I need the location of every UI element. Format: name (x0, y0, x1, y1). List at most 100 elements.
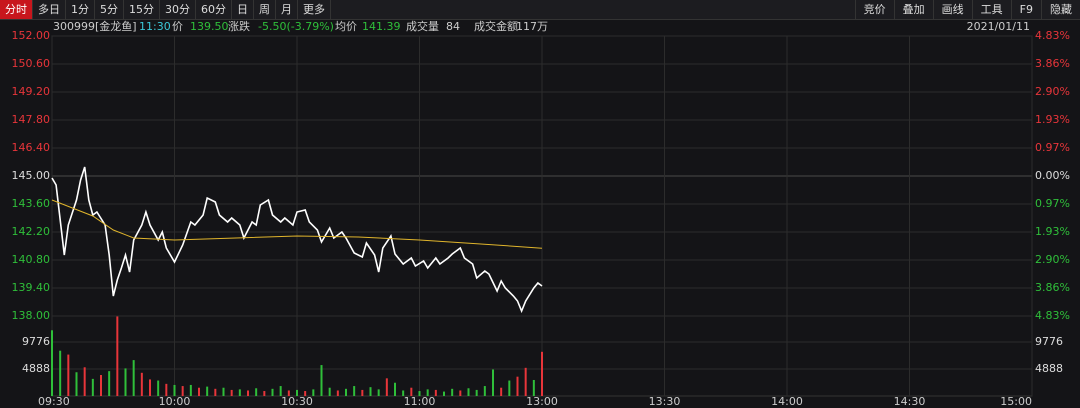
period-tabs: 分时 多日 1分 5分 15分 30分 60分日周月更多 (0, 0, 331, 19)
volume-bar (100, 375, 102, 396)
quote-time: 11:30 (139, 20, 171, 33)
volume-bar (500, 387, 503, 396)
volume-bar (516, 376, 519, 396)
volume-bar (255, 388, 258, 396)
volume-bar (116, 316, 119, 396)
volume-bar (214, 388, 217, 396)
price-line (51, 199, 543, 249)
y-tick-label: 146.40 (12, 141, 51, 154)
y-tick-label: 145.00 (12, 169, 51, 182)
tool-button[interactable]: 竞价 (854, 0, 894, 19)
volume-bar (312, 389, 315, 396)
avg-label: 均价 (335, 20, 357, 33)
x-tick-label: 15:00 (1000, 395, 1032, 408)
x-tick-label: 10:00 (159, 395, 191, 408)
volume-bar (173, 384, 176, 396)
volume-bar (91, 378, 94, 396)
y2-tick-label: 2.90% (1035, 253, 1070, 266)
volume-bar (181, 386, 184, 396)
stock-code: 300999[金龙鱼] (53, 20, 137, 33)
volume-bar (198, 387, 200, 396)
period-tab[interactable]: 周 (254, 0, 276, 19)
volume-bar (263, 391, 266, 396)
volume-bar (206, 386, 209, 396)
y2-tick-label: 3.86% (1035, 281, 1070, 294)
volume-bar (328, 387, 331, 396)
x-tick-label: 14:30 (894, 395, 926, 408)
period-tab[interactable]: 1分 (66, 0, 95, 19)
period-tab[interactable]: 分时 (0, 0, 33, 19)
volume-bar (492, 369, 494, 396)
y2-tick-label: 2.90% (1035, 85, 1070, 98)
tool-buttons: 竞价 叠加 画线 工具 F9 隐藏 (854, 0, 1080, 19)
volume-bar (426, 389, 429, 396)
period-tab[interactable]: 更多 (298, 0, 331, 19)
volume-bar (165, 383, 168, 396)
volume-bar (271, 388, 274, 396)
tool-button[interactable]: 画线 (932, 0, 972, 19)
volume-bar (59, 350, 62, 396)
y2-tick-label: 0.97% (1035, 141, 1070, 154)
volume-bar (361, 389, 364, 396)
volume-bar (67, 354, 70, 396)
volume-bar (541, 351, 543, 396)
avg-price: 141.39 (362, 20, 401, 33)
y-tick-label-right: 9776 (1035, 335, 1063, 348)
volume-bar (238, 389, 241, 396)
volume-bar (475, 389, 478, 396)
volume-bar (222, 387, 225, 396)
change: -5.50(-3.79%) (258, 20, 334, 33)
price: 139.50 (190, 20, 229, 33)
chart: 300999[金龙鱼] 11:30 价 139.50 涨跌 -5.50(-3.7… (12, 20, 1070, 408)
tool-button[interactable]: 隐藏 (1041, 0, 1080, 19)
volume-bar (353, 386, 356, 396)
y-tick-label: 140.80 (12, 253, 51, 266)
volume-bar (132, 360, 135, 396)
volume-bar (369, 387, 372, 396)
y2-tick-label: 0.97% (1035, 197, 1070, 210)
date: 2021/01/11 (967, 20, 1030, 33)
period-tab[interactable]: 多日 (33, 0, 66, 19)
volume-bar (149, 379, 151, 396)
period-tab[interactable]: 5分 (95, 0, 124, 19)
period-tab[interactable]: 月 (276, 0, 298, 19)
volume-bar (51, 330, 53, 396)
x-tick-label: 09:30 (38, 395, 70, 408)
period-tab[interactable]: 30分 (160, 0, 196, 19)
volume-bar (336, 390, 339, 396)
volume-bar (108, 371, 111, 396)
volume-bar (279, 386, 282, 396)
volume-bar (434, 389, 437, 396)
volume-bar (524, 367, 527, 396)
period-tab[interactable]: 60分 (196, 0, 232, 19)
volume-bar (345, 388, 347, 396)
period-tab[interactable]: 日 (232, 0, 254, 19)
x-tick-label: 14:00 (771, 395, 803, 408)
volume: 84 (446, 20, 460, 33)
y-tick-label: 147.80 (12, 113, 51, 126)
volume-bar (83, 367, 86, 396)
x-tick-label: 11:00 (404, 395, 436, 408)
volume-bar (532, 379, 535, 396)
volume-bar (157, 380, 160, 396)
tool-button[interactable]: 叠加 (893, 0, 933, 19)
x-tick-label: 10:30 (281, 395, 313, 408)
change-label: 涨跌 (228, 20, 250, 33)
y-tick-label-right: 4888 (1035, 362, 1063, 375)
price-line (51, 166, 543, 314)
volume-label: 成交量 (406, 20, 439, 33)
volume-bar (467, 388, 470, 396)
tool-button[interactable]: 工具 (971, 0, 1011, 19)
y2-tick-label: 1.93% (1035, 113, 1070, 126)
tool-button[interactable]: F9 (1010, 0, 1041, 19)
y2-tick-label: 1.93% (1035, 225, 1070, 238)
volume-bar (140, 372, 143, 396)
period-tab[interactable]: 15分 (124, 0, 160, 19)
toolbar: 分时 多日 1分 5分 15分 30分 60分日周月更多 竞价 叠加 画线 工具 F9 隐藏 (0, 0, 1080, 20)
volume-bar (418, 391, 421, 396)
y2-tick-label: 4.83% (1035, 29, 1070, 42)
volume-bar (443, 391, 445, 396)
y-tick-label: 143.60 (12, 197, 51, 210)
volume-bar (247, 390, 249, 396)
